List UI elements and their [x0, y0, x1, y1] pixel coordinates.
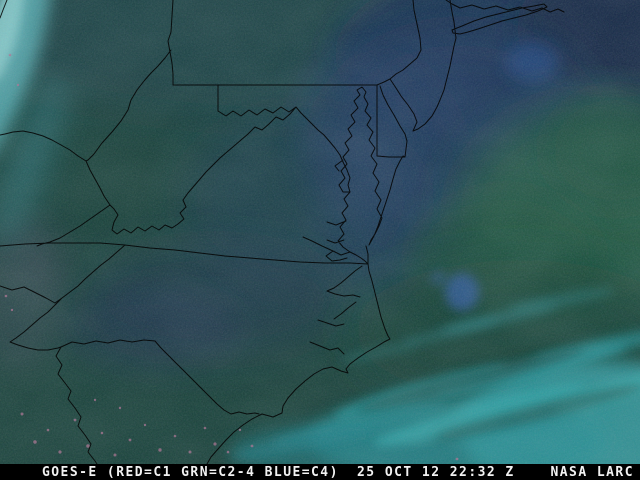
- sensor-noise: [0, 0, 640, 464]
- caption-credit-label: NASA LARC: [550, 465, 634, 480]
- satellite-imagery: [0, 0, 640, 464]
- boundary-lines: [0, 0, 565, 464]
- state-boundary-overlay: [0, 0, 565, 464]
- caption-source-label: GOES-E (RED=C1 GRN=C2-4 BLUE=C4): [42, 465, 339, 480]
- caption-datetime-label: 25 OCT 12 22:32 Z: [357, 465, 515, 480]
- caption-bar: GOES-E (RED=C1 GRN=C2-4 BLUE=C4) 25 OCT …: [0, 464, 640, 480]
- satellite-scene: [0, 0, 640, 464]
